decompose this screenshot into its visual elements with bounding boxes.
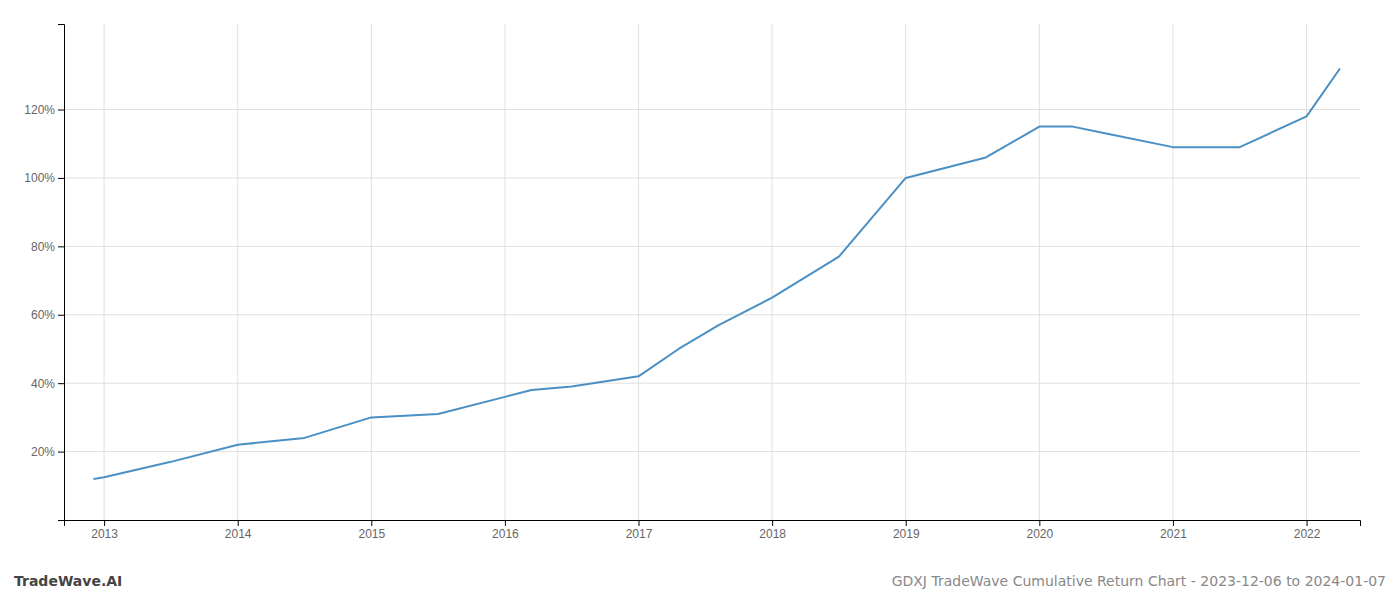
x-tick-mark — [238, 520, 239, 526]
x-tick: 2015 — [358, 520, 385, 541]
grid-line-y — [64, 246, 1360, 247]
x-tick: 2018 — [759, 520, 786, 541]
x-tick-label: 2014 — [225, 527, 252, 541]
x-tick: 2019 — [893, 520, 920, 541]
x-axis-line — [65, 521, 1361, 527]
grid-line-x — [638, 24, 639, 520]
x-tick-label: 2016 — [492, 527, 519, 541]
grid-line-y — [64, 109, 1360, 110]
x-tick-mark — [639, 520, 640, 526]
y-tick: 120% — [24, 103, 64, 117]
y-tick-mark — [58, 315, 64, 316]
x-tick: 2021 — [1160, 520, 1187, 541]
y-tick-label: 60% — [31, 308, 55, 322]
y-tick-mark — [58, 110, 64, 111]
x-tick-label: 2019 — [893, 527, 920, 541]
plot: 2013 2014 2015 2016 2017 2018 2019 2020 2021 2022… — [24, 24, 1360, 541]
grid-line-x — [1039, 24, 1040, 520]
x-tick-mark — [772, 520, 773, 526]
y-tick-mark — [58, 246, 64, 247]
marks — [93, 68, 1340, 478]
x-tick: 2013 — [91, 520, 118, 541]
grid-line-y — [64, 383, 1360, 384]
line — [93, 68, 1340, 478]
grid-line-x — [104, 24, 105, 520]
grid-line-x — [371, 24, 372, 520]
x-tick-mark — [505, 520, 506, 526]
x-tick-label: 2021 — [1160, 527, 1187, 541]
x-tick-mark — [371, 520, 372, 526]
x-tick-label: 2013 — [91, 527, 118, 541]
x-tick: 2016 — [492, 520, 519, 541]
y-tick-mark — [58, 383, 64, 384]
grid-line-y — [64, 314, 1360, 315]
y-tick: 60% — [31, 308, 64, 322]
y-tick-label: 40% — [31, 377, 55, 391]
y-tick-label: 20% — [31, 445, 55, 459]
grid-line-x — [504, 24, 505, 520]
x-tick-label: 2017 — [626, 527, 653, 541]
x-tick-mark — [1307, 520, 1308, 526]
grid-line-x — [1306, 24, 1307, 520]
y-axis: 20% 40% 60% 80% 100% 120% — [24, 25, 64, 521]
x-tick: 2020 — [1026, 520, 1053, 541]
y-axis-line — [58, 25, 65, 521]
x-tick-mark — [1039, 520, 1040, 526]
x-tick-mark — [104, 520, 105, 526]
y-tick-mark — [58, 452, 64, 453]
x-tick-label: 2015 — [358, 527, 385, 541]
x-tick-mark — [1173, 520, 1174, 526]
x-tick: 2014 — [225, 520, 252, 541]
x-tick-label: 2022 — [1294, 527, 1321, 541]
grid-line-x — [772, 24, 773, 520]
y-tick-label: 120% — [24, 103, 55, 117]
grid-line-y — [64, 177, 1360, 178]
x-tick: 2022 — [1294, 520, 1321, 541]
y-tick-mark — [58, 178, 64, 179]
x-tick-label: 2018 — [759, 527, 786, 541]
y-tick: 40% — [31, 377, 64, 391]
chart: 2013 2014 2015 2016 2017 2018 2019 2020 2021 2022… — [0, 0, 1400, 600]
y-tick-label: 80% — [31, 240, 55, 254]
y-tick: 80% — [31, 240, 64, 254]
x-tick: 2017 — [626, 520, 653, 541]
grid — [64, 24, 1360, 520]
x-axis: 2013 2014 2015 2016 2017 2018 2019 2020 2021 2022 — [65, 520, 1361, 541]
footer-right: GDXJ TradeWave Cumulative Return Chart -… — [892, 573, 1386, 589]
grid-line-y — [64, 451, 1360, 452]
footer-left: TradeWave.AI — [14, 573, 122, 589]
grid-line-x — [905, 24, 906, 520]
x-tick-mark — [906, 520, 907, 526]
y-tick: 100% — [24, 171, 64, 185]
x-tick-label: 2020 — [1026, 527, 1053, 541]
grid-line-x — [1172, 24, 1173, 520]
y-tick: 20% — [31, 445, 64, 459]
y-tick-label: 100% — [24, 171, 55, 185]
